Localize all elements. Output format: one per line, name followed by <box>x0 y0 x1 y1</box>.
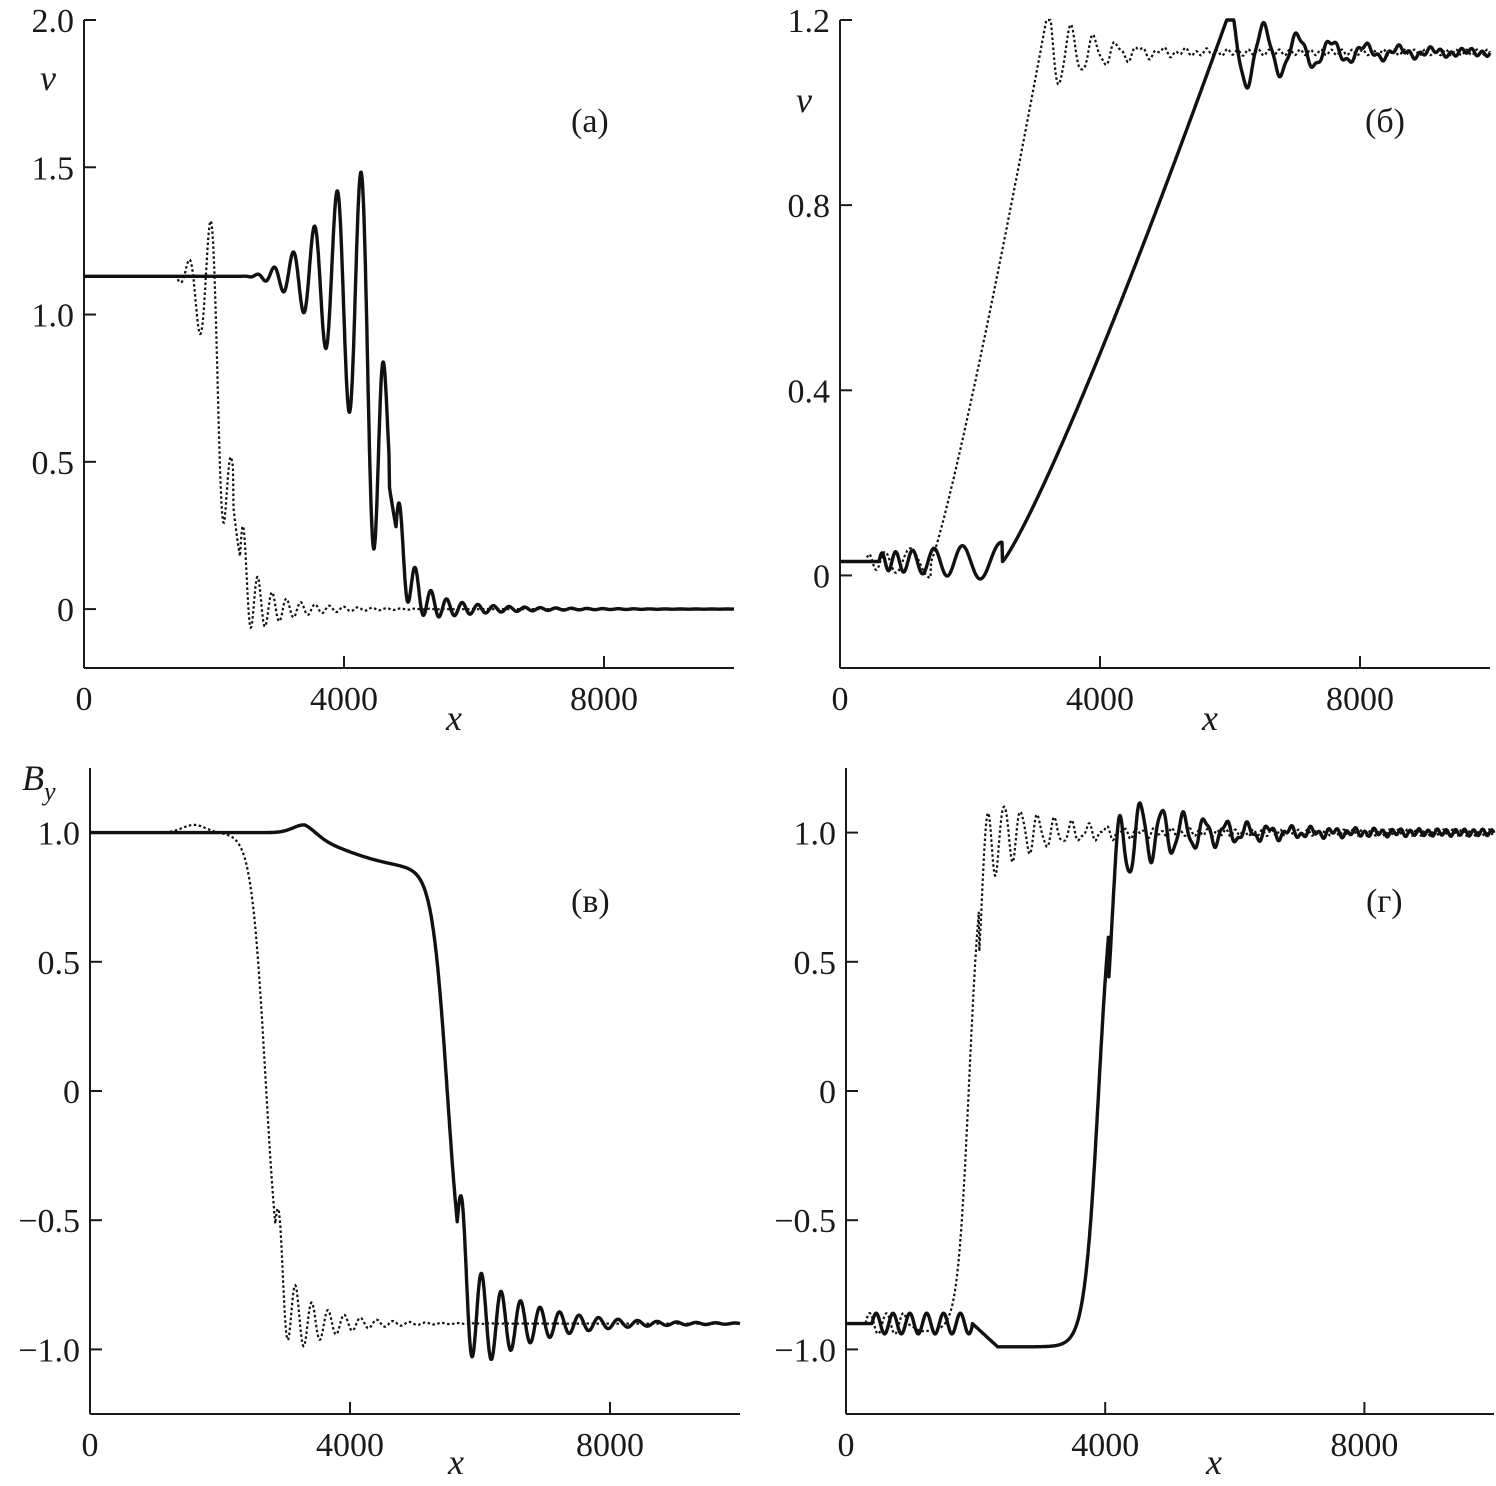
panel-d-x-tick-label: 8000 <box>1330 1427 1398 1464</box>
panel-a-y-tick-label: 1.5 <box>32 150 75 187</box>
panel-d-x-tick-label: 0 <box>838 1427 855 1464</box>
panel-c-x-ticks: 0 4000 8000 <box>82 1402 644 1464</box>
panel-a-series-dotted <box>84 219 734 630</box>
panel-c-y-label: By <box>22 758 56 806</box>
panel-a-x-tick-label: 8000 <box>570 681 638 718</box>
panel-c-y-tick-label: 0.5 <box>38 945 81 982</box>
panel-b-x-ticks: 0 4000 8000 <box>832 656 1394 718</box>
panel-b-y-tick-label: 0.4 <box>788 373 831 410</box>
panel-c-y-tick-label: 0 <box>63 1074 80 1111</box>
panel-a-y-tick-label: 0 <box>57 592 74 629</box>
panel-d-y-tick-label: −1.0 <box>774 1332 836 1369</box>
panel-d-y-tick-label: −0.5 <box>774 1203 836 1240</box>
panel-a-y-ticks: 0 0.5 1.0 1.5 2.0 <box>32 3 96 629</box>
panel-d-x-label: x <box>1205 1442 1222 1482</box>
panel-c-curves <box>88 823 742 1362</box>
panel-c-x-label: x <box>447 1442 464 1482</box>
panel-c-series-solid <box>88 823 742 1362</box>
panel-d-y-tick-label: 0.5 <box>794 945 837 982</box>
panel-d-y-ticks: −1.0 −0.5 0 0.5 1.0 <box>774 816 858 1369</box>
panel-d-x-ticks: 0 4000 8000 <box>838 1402 1398 1464</box>
panel-c-panel-label: (в) <box>571 883 610 920</box>
panel-c-x-tick-label: 4000 <box>316 1427 384 1464</box>
panel-b-y-label: v <box>796 80 812 120</box>
panel-d-y-tick-label: 1.0 <box>794 816 837 853</box>
panel-b-y-tick-label: 0 <box>813 558 830 595</box>
panel-b-y-tick-label: 1.2 <box>788 3 831 40</box>
panel-a-x-ticks: 0 4000 8000 <box>76 656 638 718</box>
panel-a: 0 0.5 1.0 1.5 2.0 0 4000 8000 v x (a) <box>32 3 736 738</box>
panel-a-curves <box>82 170 736 630</box>
panel-c-x-tick-label: 0 <box>82 1427 99 1464</box>
panel-a-x-tick-label: 0 <box>76 681 93 718</box>
panel-c-y-label-main: B <box>22 758 44 798</box>
panel-c-y-tick-label: −1.0 <box>18 1332 80 1369</box>
panel-b-x-tick-label: 4000 <box>1066 681 1134 718</box>
panel-d-x-tick-label: 4000 <box>1071 1427 1139 1464</box>
panel-b-y-ticks: 0 0.4 0.8 1.2 <box>788 3 852 595</box>
panel-a-y-tick-label: 0.5 <box>32 445 75 482</box>
panel-d-series-solid <box>844 801 1496 1349</box>
panel-a-panel-label: (a) <box>571 103 609 140</box>
panel-a-y-tick-label: 1.0 <box>32 298 75 335</box>
panel-c-series-dotted <box>90 823 740 1348</box>
panel-d-y-tick-label: 0 <box>819 1074 836 1111</box>
panel-c-x-tick-label: 8000 <box>576 1427 644 1464</box>
panel-b-series-solid <box>838 18 1492 581</box>
panel-d-series-dotted <box>846 805 1495 1336</box>
panel-d: −1.0 −0.5 0 0.5 1.0 0 4000 8000 x (г) <box>774 768 1496 1482</box>
panel-b-curves <box>838 18 1492 581</box>
panel-c-y-tick-label: 1.0 <box>38 816 81 853</box>
panel-d-curves <box>844 801 1496 1349</box>
panel-b-y-tick-label: 0.8 <box>788 188 831 225</box>
panel-a-y-tick-label: 2.0 <box>32 3 75 40</box>
panel-c: −1.0 −0.5 0 0.5 1.0 0 4000 8000 By x (в) <box>18 758 742 1482</box>
panel-a-y-label: v <box>40 58 56 98</box>
panel-d-panel-label: (г) <box>1366 883 1403 920</box>
panel-a-x-tick-label: 4000 <box>310 681 378 718</box>
panel-a-x-label: x <box>445 698 462 738</box>
panel-b: 0 0.4 0.8 1.2 0 4000 8000 v x (б) <box>788 3 1492 738</box>
panel-b-series-dotted <box>840 18 1491 579</box>
panel-c-y-ticks: −1.0 −0.5 0 0.5 1.0 <box>18 816 102 1369</box>
panel-b-panel-label: (б) <box>1365 103 1405 140</box>
panel-c-y-label-sub: y <box>41 777 56 806</box>
panel-b-x-tick-label: 8000 <box>1326 681 1394 718</box>
panel-a-series-solid <box>82 170 736 619</box>
panel-b-x-label: x <box>1201 698 1218 738</box>
panel-c-y-tick-label: −0.5 <box>18 1203 80 1240</box>
panel-b-x-tick-label: 0 <box>832 681 849 718</box>
